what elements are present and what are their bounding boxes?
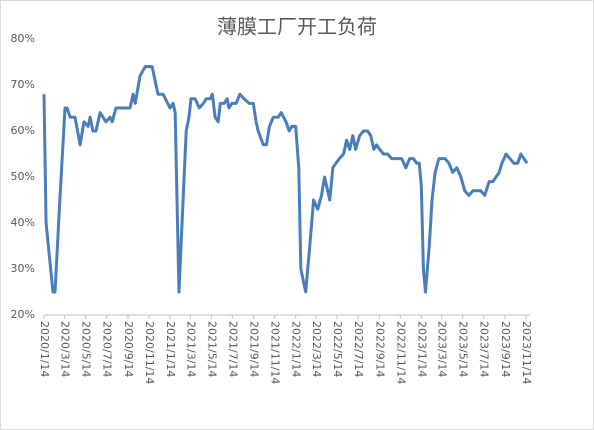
x-tick-label: 2022/5/14 [331,321,344,377]
x-tick-label: 2020/11/14 [143,321,156,384]
x-tick-label: 2020/5/14 [80,321,93,377]
y-tick-label: 80% [11,32,35,45]
x-tick-label: 2022/7/14 [352,321,365,377]
x-tick-label: 2023/11/14 [520,321,533,384]
x-tick-label: 2022/1/14 [290,321,303,377]
x-tick-label: 2021/1/14 [164,321,177,377]
x-tick-label: 2023/7/14 [478,321,491,377]
x-tick-label: 2021/5/14 [205,321,218,377]
x-tick-label: 2021/3/14 [184,321,197,377]
x-tick-label: 2023/3/14 [436,321,449,377]
x-tick-label: 2020/9/14 [122,321,135,377]
y-tick-label: 50% [11,170,35,183]
y-tick-label: 30% [11,262,35,275]
chart-title: 薄膜工厂开工负荷 [217,15,377,39]
x-tick-label: 2022/9/14 [373,321,386,377]
x-tick-label: 2023/1/14 [415,321,428,377]
x-tick-label: 2021/11/14 [269,321,282,384]
y-tick-label: 70% [11,78,35,91]
x-tick-label: 2021/7/14 [226,321,239,377]
x-tick-label: 2020/1/14 [38,321,51,377]
x-tick-label: 2020/7/14 [101,321,114,377]
x-tick-label: 2023/5/14 [457,321,470,377]
x-tick-label: 2020/3/14 [59,321,72,377]
x-tick-label: 2023/9/14 [499,321,512,377]
x-tick-label: 2022/3/14 [310,321,323,377]
x-tick-label: 2021/9/14 [248,321,261,377]
x-tick-label: 2022/11/14 [394,321,407,384]
data-line [42,65,529,294]
y-tick-label: 40% [11,216,35,229]
y-tick-label: 60% [11,124,35,137]
y-tick-label: 20% [11,308,35,321]
